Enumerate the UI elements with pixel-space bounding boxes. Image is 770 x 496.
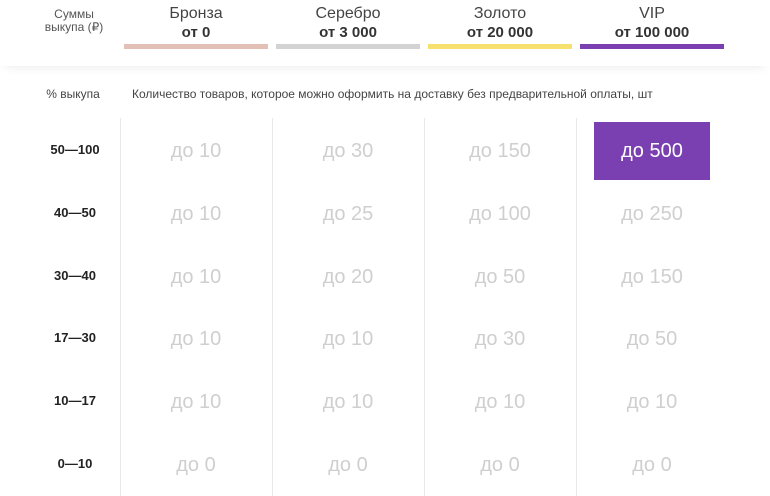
tier-name: VIP — [639, 5, 665, 22]
column-divider — [272, 118, 273, 496]
table-cell: до 0 — [328, 453, 368, 476]
table-cell: до 0 — [480, 453, 520, 476]
table-cell: до 50 — [626, 327, 678, 350]
table-cell: до 30 — [322, 139, 374, 162]
tier-name: Серебро — [315, 5, 381, 22]
table-cell: до 10 — [474, 390, 526, 413]
table-cell: до 10 — [170, 139, 222, 162]
tier-bar — [580, 44, 724, 49]
tier-bar — [124, 44, 268, 49]
tier-bar — [428, 44, 572, 49]
tier-header: Суммы выкупа (₽) Бронза от 0 Серебро от … — [0, 0, 770, 66]
quantity-description: Количество товаров, которое можно оформи… — [132, 87, 653, 101]
table-cell: до 25 — [322, 202, 374, 225]
percent-column-label: % выкупа — [46, 87, 100, 101]
column-divider — [576, 118, 577, 496]
row-range-label: 10—17 — [54, 393, 96, 408]
table-cell: до 10 — [170, 265, 222, 288]
table-cell: до 150 — [621, 265, 683, 288]
table-cell: до 30 — [474, 327, 526, 350]
tier-amount: от 100 000 — [614, 24, 690, 41]
row-range-label: 30—40 — [54, 268, 96, 283]
table-cell: до 150 — [469, 139, 531, 162]
table-cell: до 10 — [322, 390, 374, 413]
row-range-label: 17—30 — [54, 330, 96, 345]
tier-name: Золото — [473, 5, 527, 22]
row-range-label: 50—100 — [50, 142, 100, 157]
table-cell: до 0 — [632, 453, 672, 476]
tier-name: Бронза — [169, 5, 223, 22]
tier-bar — [276, 44, 420, 49]
tier-gold: Золото от 20 000 — [428, 5, 572, 49]
table-cell: до 100 — [469, 202, 531, 225]
column-divider — [424, 118, 425, 496]
table-cell: до 10 — [170, 327, 222, 350]
tier-amount: от 20 000 — [466, 24, 534, 41]
row-range-label: 0—10 — [57, 456, 93, 471]
highlighted-cell: до 500 — [594, 122, 710, 180]
table-cell: до 10 — [170, 390, 222, 413]
table-cell: до 50 — [474, 265, 526, 288]
table-cell: до 20 — [322, 265, 374, 288]
tier-bronze: Бронза от 0 — [124, 5, 268, 49]
column-divider — [120, 118, 121, 496]
table-cell: до 10 — [322, 327, 374, 350]
table-cell: до 10 — [170, 202, 222, 225]
sum-label: Суммы выкупа (₽) — [44, 7, 104, 34]
tier-amount: от 0 — [181, 24, 211, 41]
tier-silver: Серебро от 3 000 — [276, 5, 420, 49]
tier-amount: от 3 000 — [319, 24, 377, 41]
row-range-label: 40—50 — [54, 205, 96, 220]
table-cell: до 250 — [621, 202, 683, 225]
table-cell: до 0 — [176, 453, 216, 476]
table-cell: до 10 — [626, 390, 678, 413]
tier-vip: VIP от 100 000 — [580, 5, 724, 49]
